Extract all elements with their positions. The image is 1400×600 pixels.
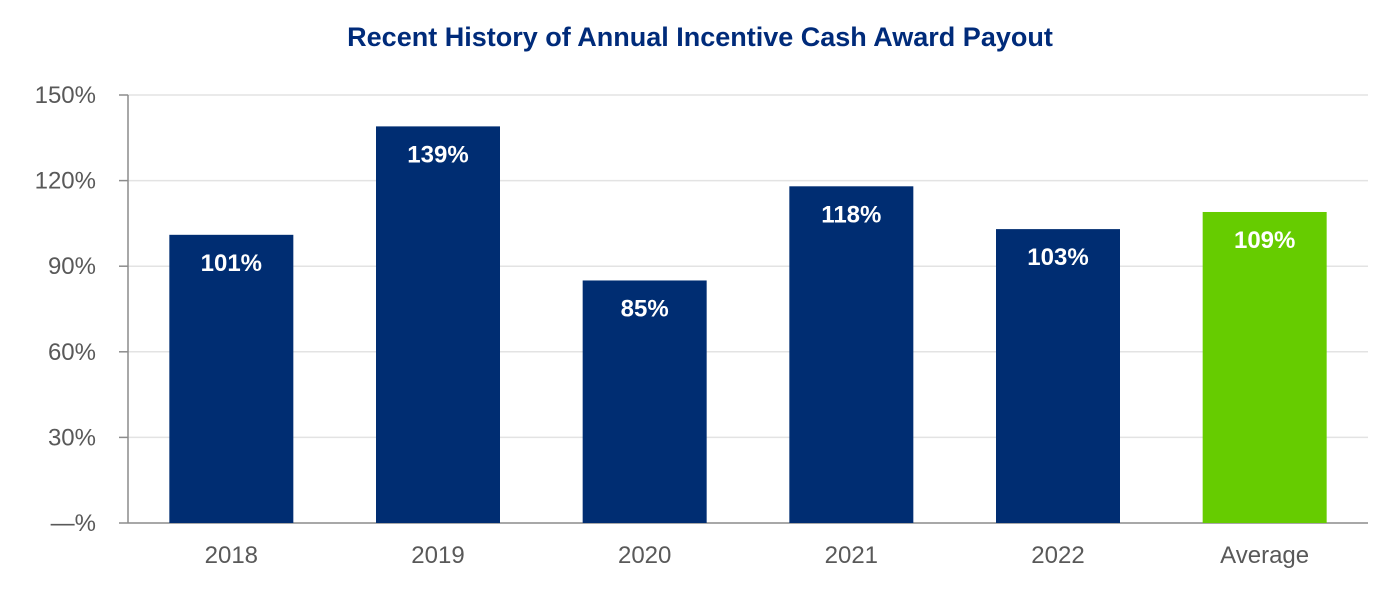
data-label: 109% xyxy=(1234,227,1295,254)
chart-title: Recent History of Annual Incentive Cash … xyxy=(347,22,1053,52)
y-tick-label: 120% xyxy=(35,168,96,195)
x-tick-label: Average xyxy=(1220,542,1309,569)
y-tick-label: 90% xyxy=(48,253,96,280)
bar-average xyxy=(1202,211,1327,523)
data-label: 101% xyxy=(201,250,262,277)
data-label: 139% xyxy=(407,141,468,168)
data-label: 118% xyxy=(821,201,881,228)
y-tick-label: 150% xyxy=(35,82,96,109)
x-tick-label: 2018 xyxy=(205,542,258,569)
y-tick-label: 60% xyxy=(48,339,96,366)
bar-2020 xyxy=(582,280,707,523)
bar-2022 xyxy=(996,229,1120,523)
x-tick-label: 2020 xyxy=(618,542,671,569)
bar-2019 xyxy=(376,126,500,524)
x-tick-label: 2021 xyxy=(825,542,878,569)
data-label: 85% xyxy=(621,295,669,322)
bar-2018 xyxy=(169,234,294,523)
y-tick-label: —% xyxy=(51,510,96,537)
data-label: 103% xyxy=(1027,244,1088,271)
bar-2021 xyxy=(789,186,914,523)
x-tick-label: 2022 xyxy=(1031,542,1084,569)
y-tick-label: 30% xyxy=(48,424,96,451)
x-tick-label: 2019 xyxy=(411,542,464,569)
